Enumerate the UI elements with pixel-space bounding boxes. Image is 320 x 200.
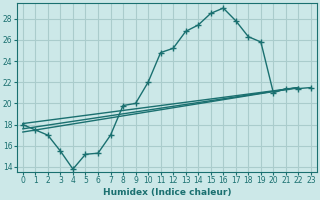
X-axis label: Humidex (Indice chaleur): Humidex (Indice chaleur) [103,188,231,197]
